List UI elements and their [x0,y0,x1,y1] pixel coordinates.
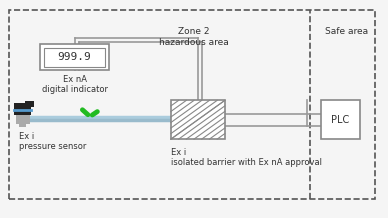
Text: Ex nA
digital indicator: Ex nA digital indicator [42,75,107,94]
Bar [321,100,360,139]
Text: Safe area: Safe area [325,27,368,36]
Bar [171,100,225,139]
Text: Zone 2
hazardous area: Zone 2 hazardous area [159,27,229,47]
Bar [16,116,29,124]
Bar [44,48,106,67]
Bar [40,44,109,70]
Bar [14,102,31,116]
Bar [24,101,34,107]
Bar [19,123,26,127]
Text: Ex i
pressure sensor: Ex i pressure sensor [19,132,86,151]
Text: PLC: PLC [331,115,350,125]
Text: Ex i
isolated barrier with Ex nA approval: Ex i isolated barrier with Ex nA approva… [171,148,322,167]
Text: 999.9: 999.9 [58,52,92,62]
Bar [9,10,375,199]
